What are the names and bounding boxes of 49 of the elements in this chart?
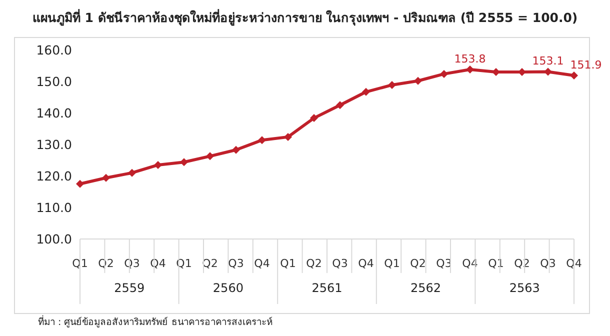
point (544, 68, 552, 76)
text: 2561 (310, 281, 344, 295)
point (258, 136, 266, 144)
x-tick-label: Q3 (540, 256, 556, 270)
data-label: 153.8 (454, 52, 486, 66)
x-tick-label: Q4 (254, 256, 270, 270)
x-tick-label: Q2 (410, 256, 426, 270)
x-tick-label: Q1 (488, 256, 504, 270)
y-tick-label: 140.0 (36, 105, 72, 120)
data-label: 151.9 (570, 58, 602, 72)
point (570, 72, 578, 80)
point (388, 80, 396, 89)
x-tick-label: Q3 (124, 256, 140, 270)
x-tick-label: Q4 (150, 256, 166, 270)
y-tick-label: 160.0 (36, 42, 72, 58)
x-tick-label: Q3 (332, 256, 348, 270)
point (154, 160, 162, 169)
point (336, 101, 344, 110)
y-tick-label: 130.0 (36, 136, 72, 152)
point (362, 88, 370, 96)
point (232, 146, 240, 154)
point (414, 76, 422, 85)
text: 2562 (410, 281, 442, 295)
data-label: 153.1 (532, 54, 564, 68)
x-tick-label: Q1 (176, 256, 192, 270)
point (440, 70, 448, 78)
chart-title: แผนภูมิที่ 1 ดัชนีราคาห้องชุดใหม่ที่อยู่ระหว่างการขาย ในกรุงเทพฯ - ปริมณฑล (ปี 2555 = 100.0) (31, 8, 579, 28)
text: ที่มา : ศูนย์ข้อมูลอสังหาริมทรัพย์ ธนาคารอาคารสงเคราะห์ (38, 314, 272, 329)
text: 2560 (212, 281, 244, 295)
x-tick-label: Q1 (384, 256, 400, 270)
x-tick-label: Q2 (514, 256, 530, 270)
x-tick-label: Q2 (306, 256, 322, 270)
point (206, 152, 214, 160)
point (76, 180, 84, 188)
text: 2559 (113, 281, 146, 295)
x-tick-label: Q1 (280, 256, 296, 270)
y-tick-label: 120.0 (36, 168, 72, 184)
x-tick-label: Q4 (358, 256, 374, 270)
point (102, 174, 110, 182)
y-tick-label: 150.0 (36, 74, 72, 89)
text: 2563 (508, 281, 541, 295)
x-tick-label: Q3 (228, 256, 244, 270)
y-tick-label: 110.0 (36, 200, 72, 215)
point (180, 158, 188, 166)
point (128, 168, 136, 177)
point (284, 132, 292, 141)
point (310, 114, 318, 122)
y-tick-label: 100.0 (36, 231, 72, 246)
point (466, 66, 474, 74)
